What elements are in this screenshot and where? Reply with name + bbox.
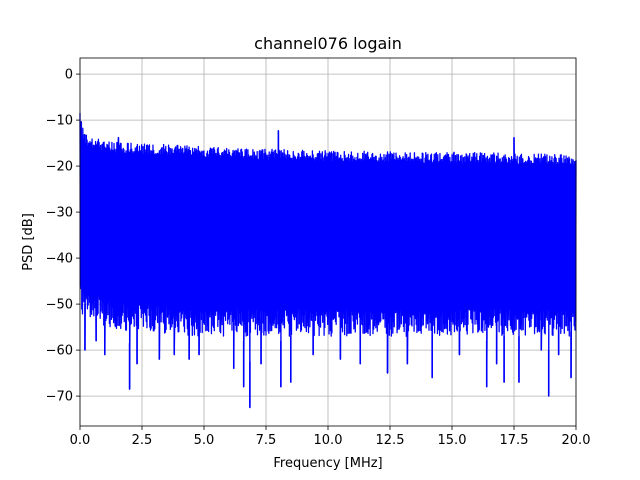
x-tick-label: 12.5	[376, 433, 405, 448]
chart-title: channel076 logain	[254, 34, 402, 53]
x-axis-label: Frequency [MHz]	[273, 456, 382, 471]
x-tick-label: 7.5	[256, 433, 277, 448]
y-tick-label: −30	[46, 206, 73, 221]
x-tick-label: 10.0	[314, 433, 343, 448]
y-tick-label: −40	[46, 252, 73, 267]
x-tick-label: 0.0	[70, 433, 91, 448]
y-tick-label: −20	[46, 160, 73, 175]
x-tick-label: 5.0	[194, 433, 215, 448]
y-tick-label: −70	[46, 390, 73, 405]
psd-trace	[79, 113, 577, 409]
y-axis-label: PSD [dB]	[21, 213, 36, 271]
x-tick-label: 17.5	[500, 433, 529, 448]
y-axis-ticks: 0 −10 −20 −30 −40 −50 −60 −70	[46, 68, 80, 405]
psd-series	[79, 113, 577, 409]
x-tick-label: 2.5	[132, 433, 153, 448]
y-tick-label: −10	[46, 114, 73, 129]
y-tick-label: 0	[65, 68, 73, 83]
x-axis-ticks: 0.0 2.5 5.0 7.5 10.0 12.5 15.0 17.5 20.0	[70, 426, 591, 448]
x-tick-label: 15.0	[438, 433, 467, 448]
y-tick-label: −60	[46, 344, 73, 359]
x-tick-label: 20.0	[562, 433, 591, 448]
y-tick-label: −50	[46, 298, 73, 313]
